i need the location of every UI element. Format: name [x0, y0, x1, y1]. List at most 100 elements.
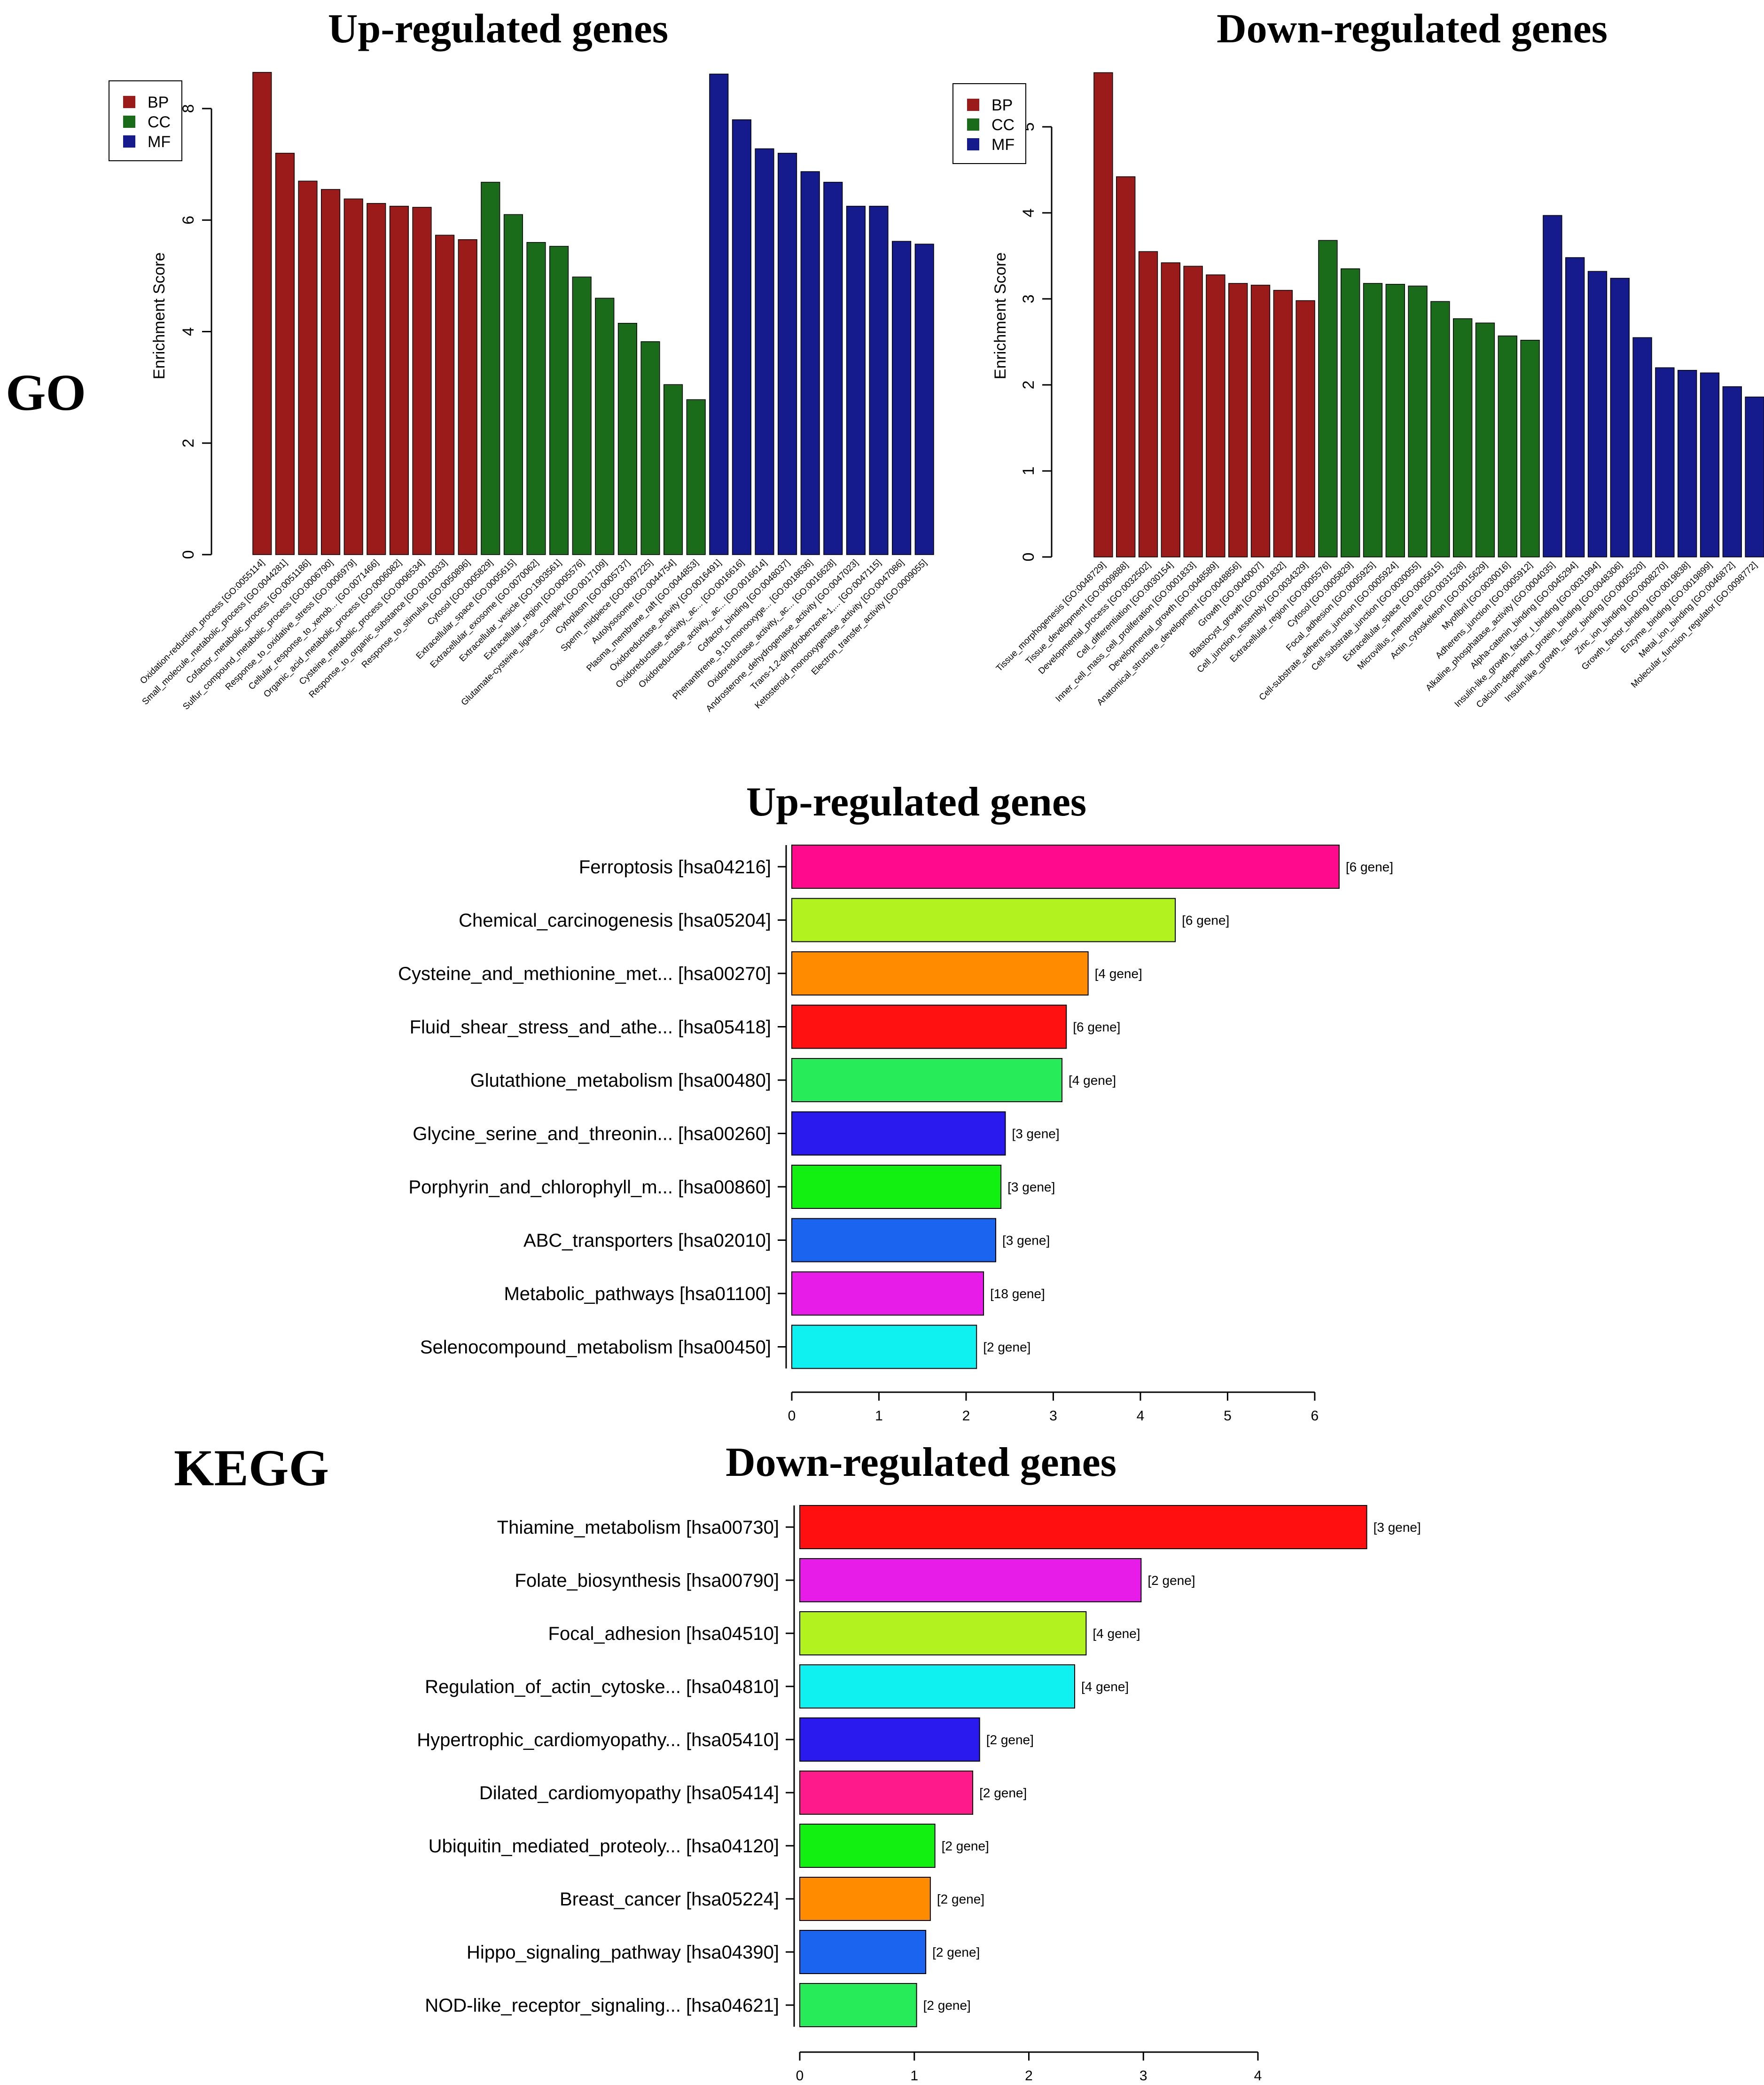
- bar: [791, 1111, 1006, 1156]
- bar-mf: [1587, 271, 1608, 557]
- data-label: [6 gene]: [1182, 913, 1229, 928]
- category-label: Hypertrophic_cardiomyopathy... [hsa05410…: [417, 1730, 779, 1750]
- y-tick-label: 4: [180, 327, 197, 336]
- data-label: [3 gene]: [1374, 1520, 1421, 1535]
- category-label: Porphyrin_and_chlorophyll_m... [hsa00860…: [408, 1177, 771, 1198]
- bar-cc: [617, 322, 637, 555]
- category-label: Glutathione_metabolism [hsa00480]: [470, 1070, 771, 1091]
- bar-mf: [823, 181, 843, 555]
- x-tick-label: 1: [875, 1408, 883, 1424]
- go-up-title: Up-regulated genes: [328, 6, 668, 52]
- bar-cc: [1475, 322, 1495, 557]
- bar-cc: [1408, 285, 1428, 557]
- category-label: Folate_biosynthesis [hsa00790]: [515, 1570, 779, 1591]
- legend-swatch-mf: [123, 135, 135, 148]
- data-label: [3 gene]: [1002, 1233, 1050, 1248]
- legend-swatch-mf: [967, 138, 979, 150]
- go-down-ylabel: Enrichment Score: [991, 252, 1009, 379]
- bar-cc: [663, 384, 683, 555]
- data-label: [2 gene]: [986, 1732, 1034, 1747]
- bar: [799, 1930, 927, 1974]
- bar-mf: [914, 243, 934, 555]
- bar-mf: [869, 205, 889, 555]
- category-label: ABC_transporters [hsa02010]: [523, 1231, 771, 1251]
- y-tick-label: 0: [1020, 553, 1038, 562]
- category-label: Breast_cancer [hsa05224]: [560, 1889, 779, 1910]
- bar-cc: [1385, 284, 1405, 557]
- data-label: [2 gene]: [932, 1945, 980, 1960]
- kegg-up-title: Up-regulated genes: [746, 779, 1086, 825]
- bar-cc: [572, 276, 592, 555]
- bar-mf: [755, 148, 774, 555]
- bar-bp: [275, 153, 295, 555]
- y-tick-label: 2: [1020, 380, 1038, 389]
- data-label: [6 gene]: [1346, 860, 1393, 874]
- bar-mf: [732, 119, 751, 555]
- data-label: [3 gene]: [1012, 1127, 1059, 1141]
- category-label: Chemical_carcinogenesis [hsa05204]: [459, 910, 771, 931]
- bar-cc: [503, 214, 523, 555]
- y-tick-label: 6: [180, 216, 197, 225]
- category-label: Regulation_of_actin_cytoske... [hsa04810…: [425, 1677, 779, 1697]
- data-label: [18 gene]: [990, 1286, 1045, 1301]
- x-tick-label: 5: [1224, 1408, 1232, 1424]
- category-label: Cysteine_and_methionine_met... [hsa00270…: [398, 964, 771, 984]
- data-label: [2 gene]: [1147, 1573, 1195, 1588]
- bar-cc: [526, 242, 546, 555]
- legend-swatch-bp: [123, 96, 135, 108]
- category-label: Fluid_shear_stress_and_athe... [hsa05418…: [410, 1017, 771, 1038]
- x-tick-label: 3: [1049, 1408, 1057, 1424]
- bar-mf: [1655, 367, 1675, 557]
- bar-cc: [595, 298, 615, 555]
- data-label: [2 gene]: [937, 1892, 984, 1906]
- category-label: Thiamine_metabolism [hsa00730]: [497, 1517, 779, 1538]
- bar-bp: [298, 180, 318, 555]
- legend-box: [109, 80, 182, 161]
- bar: [791, 951, 1089, 995]
- bar-bp: [321, 189, 341, 555]
- bar-cc: [1498, 335, 1517, 557]
- data-label: [4 gene]: [1095, 966, 1142, 981]
- y-tick-label: 4: [1020, 208, 1038, 217]
- data-label: [4 gene]: [1081, 1679, 1129, 1694]
- kegg-section-label: KEGG: [174, 1439, 329, 1497]
- bar-bp: [412, 207, 432, 555]
- bar-cc: [640, 341, 660, 555]
- kegg-down-chart: Thiamine_metabolism [hsa00730] [3 gene] Fo…: [417, 1505, 1421, 2084]
- go-up-ylabel: Enrichment Score: [150, 252, 168, 379]
- legend-label-bp: BP: [991, 96, 1013, 114]
- bar-cc: [1318, 240, 1338, 557]
- x-tick-label: 0: [796, 2068, 804, 2084]
- legend-swatch-cc: [967, 118, 979, 131]
- data-label: [2 gene]: [923, 1998, 971, 2013]
- bar: [791, 1058, 1062, 1102]
- bar: [799, 1558, 1142, 1602]
- bar-bp: [1116, 176, 1136, 557]
- category-label: Selenocompound_metabolism [hsa00450]: [420, 1337, 771, 1358]
- bar-mf: [1632, 337, 1652, 557]
- x-tick-label: 1: [910, 2068, 918, 2084]
- go-section-label: GO: [6, 364, 86, 421]
- bar-bp: [367, 203, 386, 555]
- bar-mf: [1700, 372, 1720, 557]
- bar: [799, 1505, 1367, 1549]
- bar-mf: [1565, 257, 1585, 557]
- category-label: NOD-like_receptor_signaling... [hsa04621…: [425, 1995, 779, 2016]
- data-label: [4 gene]: [1069, 1073, 1116, 1088]
- bar-bp: [1250, 284, 1271, 557]
- x-tick-label: 2: [962, 1408, 970, 1424]
- legend-label-mf: MF: [148, 133, 171, 151]
- bar-mf: [1722, 386, 1742, 557]
- data-label: [2 gene]: [942, 1839, 989, 1853]
- bar: [799, 1664, 1075, 1709]
- bar-bp: [1093, 72, 1113, 557]
- bar-bp: [435, 235, 455, 555]
- bar-bp: [1228, 283, 1248, 557]
- legend-box: [952, 83, 1026, 164]
- bar: [799, 1717, 980, 1762]
- go-down-title: Down-regulated genes: [1217, 6, 1608, 52]
- x-tick-label: 0: [788, 1408, 796, 1424]
- bar: [791, 1165, 1002, 1209]
